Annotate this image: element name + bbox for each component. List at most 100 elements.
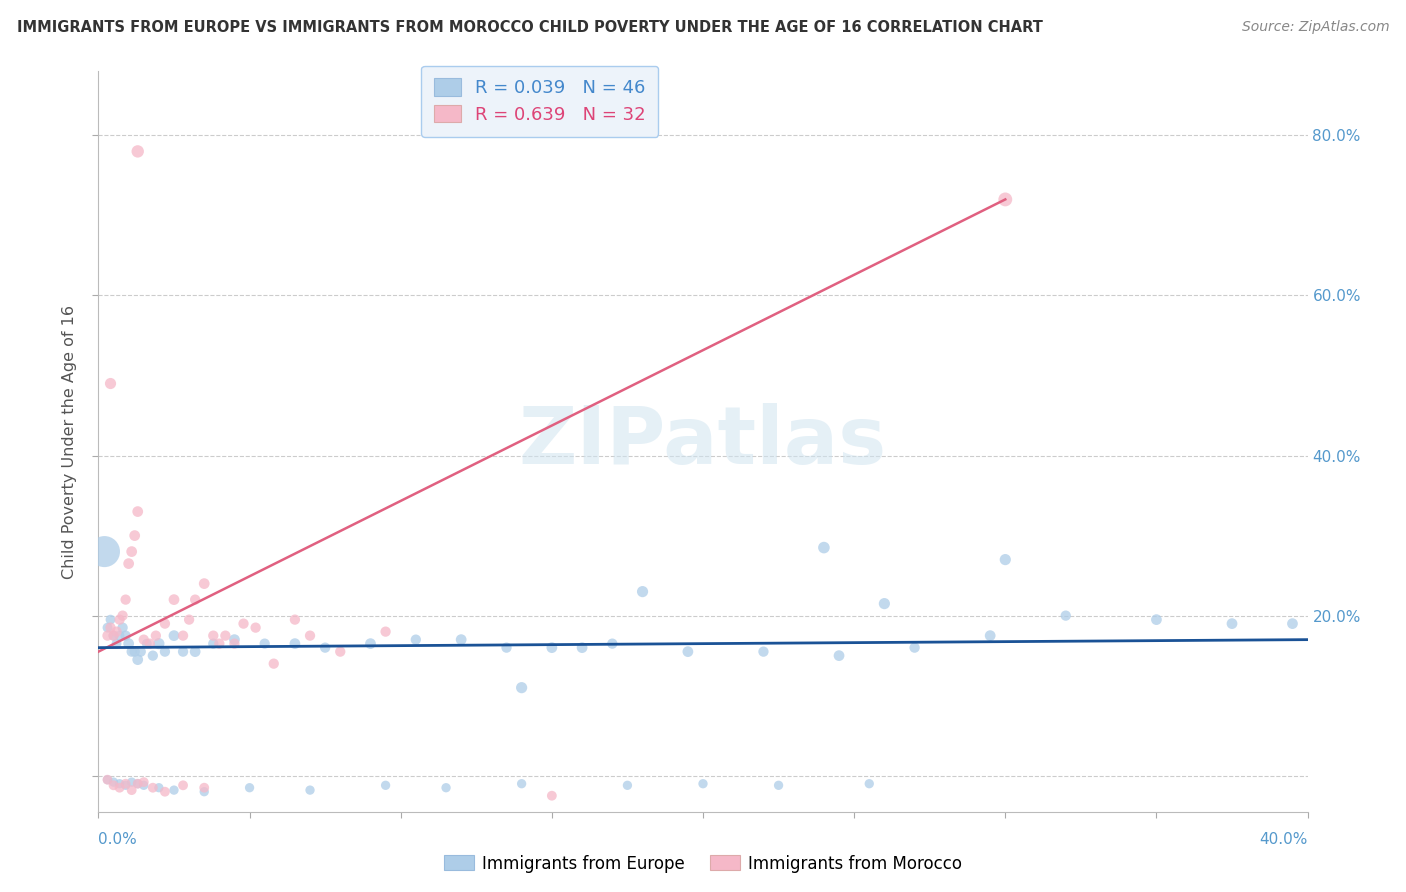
Point [127,145,149,159]
Point [172,778,194,792]
Point [245,621,267,635]
Point [139,637,162,651]
Point [239,780,262,795]
Point [202,629,225,643]
Point [103,629,125,643]
Point [692,777,714,791]
Point [163,783,186,797]
Point [129,645,152,659]
Point [540,640,562,655]
Point [132,632,155,647]
Point [121,783,143,797]
Text: ZIPatlas: ZIPatlas [519,402,887,481]
Point [208,637,231,651]
Point [108,629,131,643]
Point [329,645,352,659]
Point [124,645,146,659]
Point [153,616,176,631]
Point [450,632,472,647]
Point [184,645,207,659]
Point [96,629,118,643]
Point [752,645,775,659]
Point [813,541,835,555]
Point [193,576,215,591]
Text: Source: ZipAtlas.com: Source: ZipAtlas.com [1241,20,1389,34]
Point [148,780,170,795]
Point [374,778,396,792]
Point [163,629,186,643]
Point [96,621,118,635]
Y-axis label: Child Poverty Under the Age of 16: Child Poverty Under the Age of 16 [62,304,77,579]
Point [118,637,141,651]
Point [858,777,880,791]
Point [184,592,207,607]
Point [299,629,322,643]
Point [631,584,654,599]
Point [103,778,125,792]
Point [284,613,307,627]
Point [127,505,149,519]
Point [571,640,593,655]
Point [1144,613,1167,627]
Point [127,777,149,791]
Point [132,778,155,792]
Point [979,629,1001,643]
Point [124,528,146,542]
Point [121,775,143,789]
Point [602,637,624,651]
Point [105,637,128,651]
Point [224,632,246,647]
Point [374,624,396,639]
Point [495,640,517,655]
Point [193,785,215,799]
Point [540,789,562,803]
Text: IMMIGRANTS FROM EUROPE VS IMMIGRANTS FROM MOROCCO CHILD POVERTY UNDER THE AGE OF: IMMIGRANTS FROM EUROPE VS IMMIGRANTS FRO… [17,20,1043,35]
Point [994,193,1017,207]
Point [148,637,170,651]
Point [103,775,125,789]
Point [263,657,285,671]
Legend: R = 0.039   N = 46, R = 0.639   N = 32: R = 0.039 N = 46, R = 0.639 N = 32 [420,66,658,136]
Point [253,637,276,651]
Point [114,629,136,643]
Point [214,629,236,643]
Point [284,637,307,651]
Point [314,640,336,655]
Point [121,645,143,659]
Point [103,629,125,643]
Point [994,552,1017,566]
Point [108,777,131,791]
Point [172,629,194,643]
Point [142,780,165,795]
Point [405,632,427,647]
Point [828,648,851,663]
Point [510,681,533,695]
Point [1281,616,1303,631]
Text: 40.0%: 40.0% [1260,831,1308,847]
Point [114,778,136,792]
Point [108,613,131,627]
Point [100,613,122,627]
Point [118,557,141,571]
Point [179,613,201,627]
Point [202,637,225,651]
Point [100,376,122,391]
Point [224,637,246,651]
Point [96,772,118,787]
Text: 0.0%: 0.0% [98,831,138,847]
Point [232,616,254,631]
Point [299,783,322,797]
Point [153,785,176,799]
Point [873,597,896,611]
Point [676,645,699,659]
Point [100,621,122,635]
Point [114,777,136,791]
Point [145,629,167,643]
Point [114,592,136,607]
Point [108,780,131,795]
Point [96,772,118,787]
Point [510,777,533,791]
Point [142,648,165,663]
Point [105,624,128,639]
Point [132,775,155,789]
